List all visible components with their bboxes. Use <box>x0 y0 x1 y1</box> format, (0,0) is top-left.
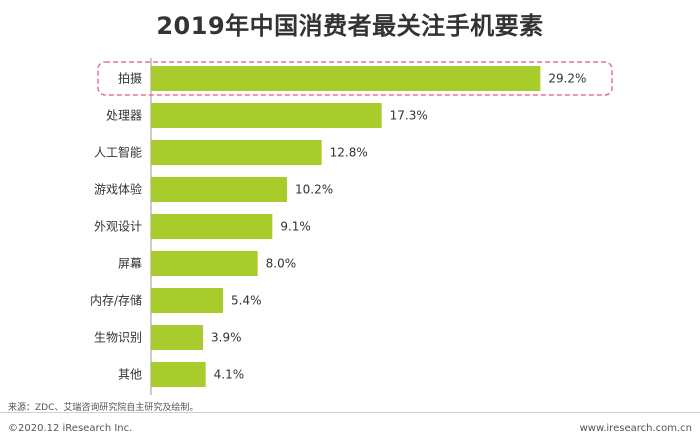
bar <box>151 214 273 239</box>
category-label: 其他 <box>118 368 142 382</box>
category-label: 拍摄 <box>118 71 142 86</box>
category-label: 人工智能 <box>94 145 142 160</box>
website-link[interactable]: www.iresearch.com.cn <box>579 423 692 434</box>
bar <box>151 288 223 313</box>
bar <box>151 177 287 202</box>
bar <box>151 103 382 128</box>
value-label: 9.1% <box>280 220 311 234</box>
value-label: 4.1% <box>214 368 245 382</box>
category-label: 生物识别 <box>94 331 142 345</box>
footer-divider <box>0 412 700 413</box>
value-label: 12.8% <box>330 146 368 160</box>
category-label: 处理器 <box>106 109 142 123</box>
bar <box>151 251 258 276</box>
copyright-text: ©2020.12 iResearch Inc. <box>8 423 133 434</box>
value-label: 3.9% <box>211 331 242 345</box>
value-label: 5.4% <box>231 294 262 308</box>
highlight-box <box>97 61 613 96</box>
source-note: 来源：ZDC、艾瑞咨询研究院自主研究及绘制。 <box>8 403 199 413</box>
bar <box>151 362 206 387</box>
category-label: 外观设计 <box>94 220 142 234</box>
bar <box>151 66 541 91</box>
bars-layer: 拍摄 29.2% 处理器 17.3% 人工智能 12.8% 游戏体验 10.2% 外观设计 9.1… <box>90 58 613 395</box>
category-label: 游戏体验 <box>94 182 142 197</box>
category-label: 屏幕 <box>118 257 142 271</box>
bar <box>151 325 203 350</box>
chart-title: 2019年中国消费者最关注手机要素 <box>156 12 544 40</box>
value-label: 10.2% <box>295 183 333 197</box>
value-label: 17.3% <box>390 109 428 123</box>
value-label: 29.2% <box>548 72 586 86</box>
bar <box>151 140 322 165</box>
value-label: 8.0% <box>266 257 297 271</box>
category-label: 内存/存储 <box>90 293 142 308</box>
